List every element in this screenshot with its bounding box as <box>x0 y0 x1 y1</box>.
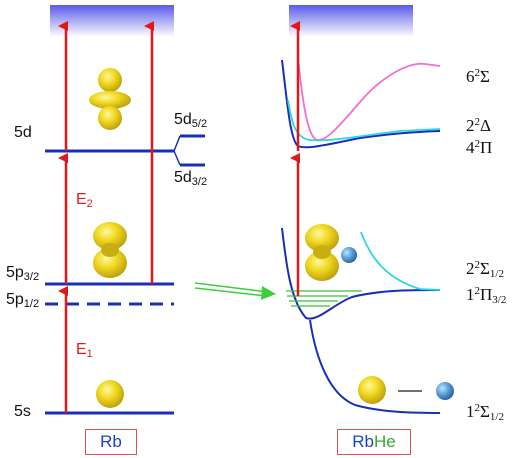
label-5d52: 5d5/2 <box>174 111 208 130</box>
label-5d: 5d <box>14 124 32 141</box>
label-e1: E1 <box>76 341 93 360</box>
rbhe-box-label: RbHe <box>337 429 411 455</box>
rbhe-continuum-band <box>289 5 413 37</box>
label-6-2sigma: 62Σ <box>466 67 490 86</box>
label-2-2delta: 22Δ <box>466 116 491 135</box>
curve-1pi32 <box>281 227 441 320</box>
orbital-s-icon <box>96 380 124 408</box>
label-5p12: 5p1/2 <box>6 291 40 310</box>
curve-4pi <box>281 59 441 149</box>
label-2-2sigma12: 22Σ1/2 <box>466 259 504 280</box>
label-5p32: 5p3/2 <box>6 264 40 283</box>
label-5s: 5s <box>14 403 31 420</box>
rb-he-pair-icon <box>358 376 454 404</box>
curve-2delta <box>287 99 441 142</box>
fine-structure-splitting <box>173 135 181 166</box>
curve-1sigma12 <box>309 319 441 414</box>
orbital-p-icon <box>93 222 127 278</box>
label-1-2pi32: 12Π3/2 <box>466 285 507 306</box>
label-4-2pi: 42Π <box>466 138 493 157</box>
rb-continuum-band <box>50 5 174 37</box>
transfer-arrow <box>194 282 276 300</box>
exciplex-orbital-icon <box>305 224 357 281</box>
rb-box-label: Rb <box>85 429 137 455</box>
orbital-d-icon <box>89 68 131 130</box>
label-5d32: 5d3/2 <box>174 169 208 188</box>
label-e2: E2 <box>76 191 93 210</box>
curve-6sigma <box>297 57 441 141</box>
label-1-2sigma12: 12Σ1/2 <box>466 402 504 423</box>
curve-2sigma12 <box>360 231 441 291</box>
